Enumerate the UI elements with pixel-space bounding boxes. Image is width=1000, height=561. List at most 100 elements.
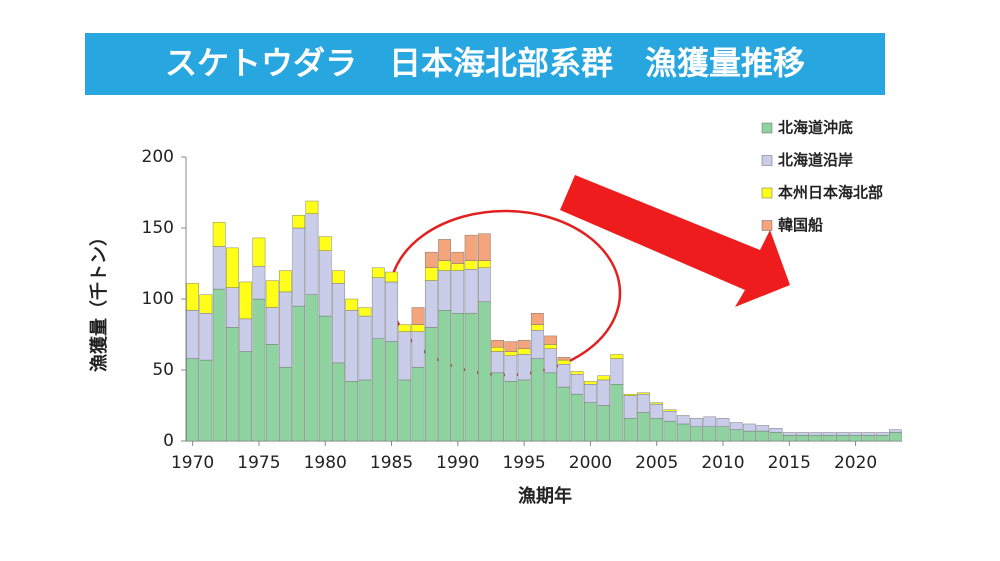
bar-segment <box>252 237 266 267</box>
bar-segment <box>862 435 876 442</box>
bar-segment <box>557 359 571 365</box>
bar-segment <box>650 403 664 419</box>
bar-segment <box>676 423 690 442</box>
bar-segment <box>849 435 862 442</box>
bar-segment <box>570 371 584 375</box>
bar-segment <box>265 344 279 442</box>
bar-segment <box>212 222 226 247</box>
bar-segment <box>544 335 557 345</box>
x-tick-label: 1985 <box>370 453 413 473</box>
bar-segment <box>623 393 637 396</box>
bar-segment <box>570 374 584 395</box>
x-tick-label: 1970 <box>171 453 214 473</box>
bar-segment <box>398 331 412 381</box>
bar-segment <box>305 294 319 442</box>
x-tick-label: 2015 <box>768 453 811 473</box>
bar-segment <box>570 393 584 442</box>
bar-segment <box>796 435 809 442</box>
bar-segment <box>279 291 292 368</box>
bar-segment <box>411 331 425 368</box>
bar-segment <box>862 432 876 436</box>
bar-segment <box>875 432 889 436</box>
bar-segment <box>226 287 239 328</box>
bar-segment <box>690 418 703 427</box>
bar-segment <box>676 415 690 425</box>
bar-segment <box>729 429 743 442</box>
bar-segment <box>451 251 465 264</box>
bar-segment <box>531 330 544 359</box>
bar-segment <box>517 354 531 381</box>
y-axis-label: 漁獲量（千トン） <box>88 228 110 372</box>
bar-segment <box>345 381 359 442</box>
bar-segment <box>385 271 398 283</box>
bar-segment <box>584 384 597 403</box>
bar-segment <box>531 324 544 331</box>
bar-segment <box>464 260 478 270</box>
bar-segment <box>504 351 518 357</box>
bar-segment <box>703 416 717 427</box>
x-axis-label: 漁期年 <box>518 485 572 507</box>
bar-segment <box>478 267 491 303</box>
x-tick-label: 2010 <box>701 453 744 473</box>
bar-segment <box>478 233 491 261</box>
bar-segment <box>345 298 359 311</box>
bar-segment <box>332 362 345 442</box>
bar-segment <box>849 432 862 436</box>
bar-segment <box>584 381 597 385</box>
bar-segment <box>292 305 306 442</box>
bar-segment <box>809 432 823 436</box>
bar-segment <box>875 435 889 442</box>
bar-segment <box>371 267 385 278</box>
bar-segment <box>199 294 213 314</box>
bar-segment <box>597 405 610 442</box>
bar-segment <box>544 344 557 349</box>
bar-segment <box>504 341 518 352</box>
bar-segment <box>385 281 398 342</box>
bar-segment <box>411 324 425 332</box>
bar-segment <box>517 348 531 355</box>
bar-segment <box>464 234 478 261</box>
bar-segment <box>371 277 385 339</box>
bar-segment <box>424 327 438 442</box>
bar-segment <box>239 318 252 352</box>
y-tick-label: 200 <box>142 147 174 167</box>
title-banner <box>85 33 885 95</box>
bar-segment <box>239 281 252 320</box>
bar-segment <box>504 355 518 382</box>
bar-segment <box>318 250 332 317</box>
bar-segment <box>491 347 504 352</box>
bar-segment <box>318 236 332 251</box>
bar-segment <box>226 247 239 288</box>
x-tick-label: 1975 <box>237 453 280 473</box>
x-tick-label: 2020 <box>834 453 877 473</box>
legend-swatch <box>761 122 773 134</box>
bar-segment <box>411 307 425 325</box>
bar-segment <box>305 200 319 215</box>
bar-segment <box>663 410 677 422</box>
bar-segment <box>650 402 664 405</box>
bar-segment <box>703 426 717 442</box>
legend-label: 北海道沿岸 <box>778 151 853 169</box>
bar-segment <box>186 310 199 359</box>
bar-segment <box>729 422 743 430</box>
bar-segment <box>743 430 756 442</box>
bar-segment <box>279 270 292 293</box>
bar-segment <box>557 357 571 361</box>
legend-label: 韓国船 <box>778 216 823 234</box>
bar-segment <box>252 298 266 442</box>
bar-segment <box>371 338 385 442</box>
x-tick-label: 1990 <box>436 453 479 473</box>
bar-segment <box>822 435 836 442</box>
bar-segment <box>345 310 359 382</box>
bar-segment <box>438 239 451 261</box>
bar-segment <box>623 418 637 442</box>
bar-segment <box>544 348 557 374</box>
bar-segment <box>332 283 345 364</box>
bar-segment <box>478 260 491 268</box>
bar-segment <box>464 268 478 314</box>
bar-segment <box>557 364 571 388</box>
bar-segment <box>199 313 213 361</box>
bar-segment <box>226 327 239 442</box>
bar-segment <box>186 358 199 442</box>
